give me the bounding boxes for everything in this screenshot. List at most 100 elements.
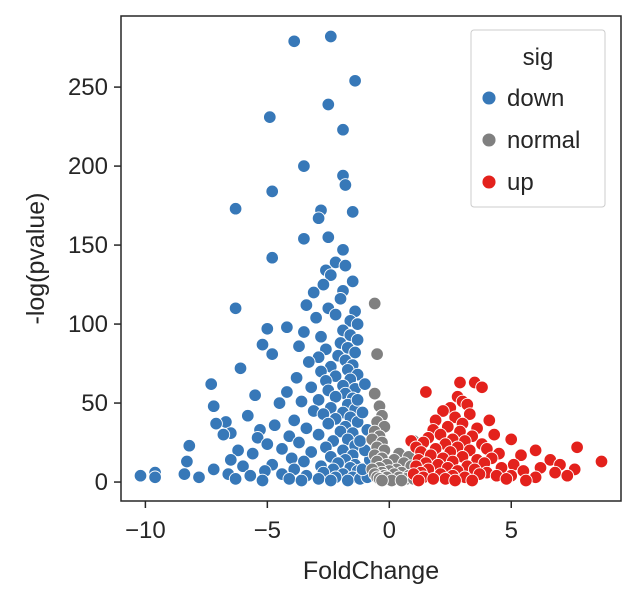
y-tick-label: 100 [68,311,108,338]
point-down [282,429,297,443]
point-down [333,292,348,306]
point-down [350,393,365,407]
point-up [419,385,433,399]
point-down [255,337,270,352]
point-down [304,380,318,395]
point-down [267,418,282,432]
legend-marker-normal [481,132,497,148]
point-down [345,274,360,289]
y-tick-label: 200 [68,153,108,180]
point-down [306,285,321,300]
point-down [297,159,311,173]
point-down [302,355,316,369]
point-down [314,329,328,344]
point-down [321,416,336,431]
point-down [280,385,294,399]
point-down [297,325,311,339]
legend-entries: down normal up [481,85,580,196]
point-normal [375,473,389,488]
legend-label-normal: normal [507,127,580,154]
point-down [328,307,343,322]
point-down [348,74,362,88]
point-up [411,473,426,488]
point-normal [370,347,384,361]
point-down [341,473,355,488]
legend-title: sig [523,44,554,71]
point-down [311,211,326,225]
point-down [292,435,306,450]
legend-box [470,29,606,208]
point-up [487,427,501,442]
point-down [206,462,221,477]
point-down [358,377,372,391]
point-up [548,465,562,480]
x-tick-label: −10 [125,517,166,544]
point-down [228,472,243,486]
point-down [148,470,162,485]
point-down [265,250,279,265]
point-down [250,431,265,445]
legend-label-up: up [507,169,534,196]
legend: sig down normal up [470,29,606,208]
point-down [192,470,206,485]
point-down [350,317,365,331]
point-down [224,453,238,467]
point-down [345,205,360,219]
y-tick-label: 250 [68,74,108,101]
point-down [355,405,370,420]
point-down [228,201,243,216]
x-axis-label: FoldChange [303,557,439,585]
point-down [336,243,350,257]
point-down [284,451,299,466]
point-down [297,232,311,246]
point-down [228,301,243,316]
point-down [321,97,336,112]
point-down [292,339,306,353]
point-down [272,396,287,410]
point-down [309,310,323,325]
point-down [236,459,250,473]
point-down [316,277,331,292]
point-down [287,413,301,428]
point-down [243,468,258,483]
x-tick-label: 0 [383,517,396,544]
legend-label-down: down [507,85,564,112]
point-up [482,413,497,428]
point-down [209,416,223,431]
y-axis-label: -log(pvalue) [22,192,50,324]
point-down [177,467,192,481]
point-up [504,432,518,447]
point-down [287,34,301,49]
point-up [519,473,533,488]
point-down [311,427,326,442]
point-down [311,393,326,407]
point-down [324,268,338,282]
point-down [233,361,248,376]
point-up [570,440,584,455]
point-down [297,454,311,469]
point-down [311,472,326,486]
point-down [294,394,309,409]
point-down [299,421,314,436]
legend-marker-up [481,174,497,190]
point-down [216,427,231,442]
point-up [436,404,450,418]
point-up [560,468,575,483]
y-tick-label: 150 [68,232,108,259]
point-down [133,468,148,483]
point-down [324,29,338,44]
point-down [265,347,279,361]
point-down [353,434,367,448]
point-down [338,178,353,192]
point-down [304,445,318,459]
legend-marker-down [481,90,497,106]
point-down [204,377,218,391]
point-down [255,473,270,488]
point-down [328,389,343,404]
point-up [465,473,479,488]
point-normal [367,296,382,311]
point-normal [394,473,409,488]
point-up [463,407,477,421]
point-down [245,446,260,461]
